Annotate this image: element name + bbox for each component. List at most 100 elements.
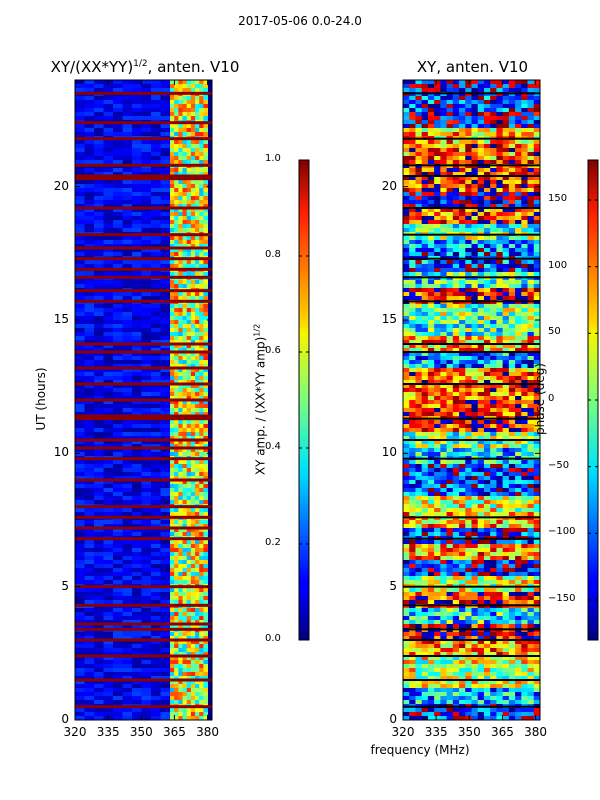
heatmap-cell-bright — [170, 340, 175, 345]
heatmap-cell — [459, 100, 466, 105]
heatmap-cell — [151, 404, 162, 409]
heatmap-cell — [103, 448, 114, 453]
heatmap-cell — [440, 404, 447, 409]
heatmap-cell-bright — [174, 236, 179, 241]
heatmap-cell — [502, 332, 510, 337]
heatmap-cell-bright — [195, 316, 200, 321]
heatmap-cell — [515, 380, 522, 385]
heatmap-cell-bright — [195, 540, 200, 545]
heatmap-cell — [84, 260, 95, 265]
heatmap-cell — [160, 612, 171, 617]
heatmap-cell — [508, 152, 516, 157]
heatmap-cell — [527, 180, 535, 185]
heatmap-cell-bright — [199, 496, 204, 501]
heatmap-cell — [440, 356, 447, 361]
heatmap-cell — [141, 592, 152, 597]
heatmap-cell-bright — [170, 380, 175, 385]
heatmap-cell — [483, 212, 491, 217]
heatmap-cell-bright — [186, 260, 192, 265]
flagged-row — [75, 275, 212, 279]
heatmap-cell — [446, 108, 454, 113]
heatmap-cell — [427, 216, 435, 221]
heatmap-cell — [440, 384, 447, 389]
heatmap-cell — [527, 360, 535, 365]
heatmap-cell — [113, 184, 124, 189]
heatmap-cell-bright — [195, 236, 200, 241]
heatmap-cell — [440, 320, 447, 325]
heatmap-cell — [122, 84, 133, 89]
heatmap-cell — [508, 252, 516, 257]
heatmap-cell — [459, 372, 466, 377]
heatmap-cell — [477, 400, 485, 405]
heatmap-cell — [132, 384, 143, 389]
heatmap-cell-bright — [174, 496, 179, 501]
heatmap-cell — [527, 104, 535, 109]
heatmap-cell — [151, 496, 162, 501]
heatmap-cell — [75, 324, 86, 329]
heatmap-cell — [440, 340, 447, 345]
heatmap-cell — [160, 352, 171, 357]
heatmap-cell — [122, 636, 133, 641]
heatmap-cell — [409, 252, 416, 257]
heatmap-cell — [132, 104, 143, 109]
heatmap-cell — [160, 476, 171, 481]
heatmap-cell — [409, 116, 416, 121]
heatmap-cell — [471, 188, 479, 193]
heatmap-cell — [421, 196, 429, 201]
heatmap-cell — [515, 376, 522, 381]
heatmap-cell — [103, 204, 114, 209]
heatmap-cell — [409, 380, 416, 385]
heatmap-cell-bright — [170, 80, 175, 85]
heatmap-cell-bright — [170, 484, 175, 489]
heatmap-cell — [409, 412, 416, 417]
heatmap-cell-bright — [203, 572, 208, 577]
heatmap-cell — [122, 376, 133, 381]
heatmap-cell — [141, 200, 152, 205]
heatmap-cell-bright — [190, 424, 196, 429]
heatmap-cell — [527, 308, 535, 313]
heatmap-cell — [103, 660, 114, 665]
heatmap-cell — [75, 100, 86, 105]
heatmap-cell-bright — [195, 228, 200, 233]
heatmap-cell — [160, 672, 171, 677]
heatmap-cell — [483, 180, 491, 185]
heatmap-cell-bright — [178, 524, 183, 529]
heatmap-cell — [471, 140, 479, 145]
heatmap-cell — [94, 432, 105, 437]
heatmap-cell — [452, 320, 460, 325]
heatmap-cell — [452, 216, 460, 221]
heatmap-cell-bright — [186, 368, 192, 373]
heatmap-cell — [471, 344, 479, 349]
heatmap-cell-bright — [174, 532, 179, 537]
heatmap-cell — [452, 364, 460, 369]
heatmap-cell — [434, 392, 441, 397]
heatmap-cell — [141, 264, 152, 269]
heatmap-cell — [477, 140, 485, 145]
heatmap-cell — [434, 140, 441, 145]
heatmap-cell — [415, 404, 423, 409]
heatmap-cell — [84, 284, 95, 289]
heatmap-cell-bright — [203, 564, 208, 569]
heatmap-cell-bright — [178, 464, 183, 469]
heatmap-cell-bright — [203, 224, 208, 229]
heatmap-cell — [151, 636, 162, 641]
heatmap-cell — [84, 656, 95, 661]
heatmap-cell — [502, 156, 510, 161]
heatmap-cell — [533, 280, 540, 285]
heatmap-cell-bright — [182, 688, 188, 693]
heatmap-cell — [151, 324, 162, 329]
heatmap-cell — [515, 120, 522, 125]
heatmap-cell-bright — [195, 688, 200, 693]
heatmap-cell-bright — [203, 552, 208, 557]
heatmap-cell — [521, 144, 528, 149]
heatmap-cell — [421, 268, 429, 273]
heatmap-cell — [421, 292, 429, 297]
heatmap-cell — [527, 236, 535, 241]
heatmap-cell — [427, 248, 435, 253]
heatmap-cell — [160, 148, 171, 153]
heatmap-cell — [160, 492, 171, 497]
heatmap-cell — [415, 104, 423, 109]
heatmap-cell-bright — [195, 660, 200, 665]
heatmap-cell — [132, 508, 143, 513]
heatmap-cell — [94, 496, 105, 501]
